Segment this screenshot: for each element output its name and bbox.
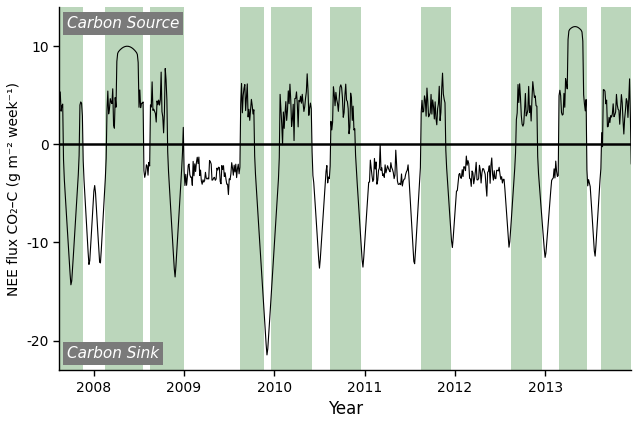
Bar [150, 7, 184, 370]
Bar [559, 7, 587, 370]
Bar [420, 7, 451, 370]
Bar [240, 7, 263, 370]
Text: Carbon Source: Carbon Source [67, 16, 179, 31]
Bar [271, 7, 312, 370]
Bar [105, 7, 144, 370]
Bar [330, 7, 361, 370]
Bar [511, 7, 542, 370]
Bar [59, 7, 83, 370]
X-axis label: Year: Year [328, 400, 363, 418]
Bar [601, 7, 631, 370]
Text: Carbon Sink: Carbon Sink [67, 346, 159, 361]
Y-axis label: NEE flux CO₂–C (g m⁻² week⁻¹): NEE flux CO₂–C (g m⁻² week⁻¹) [7, 82, 21, 295]
